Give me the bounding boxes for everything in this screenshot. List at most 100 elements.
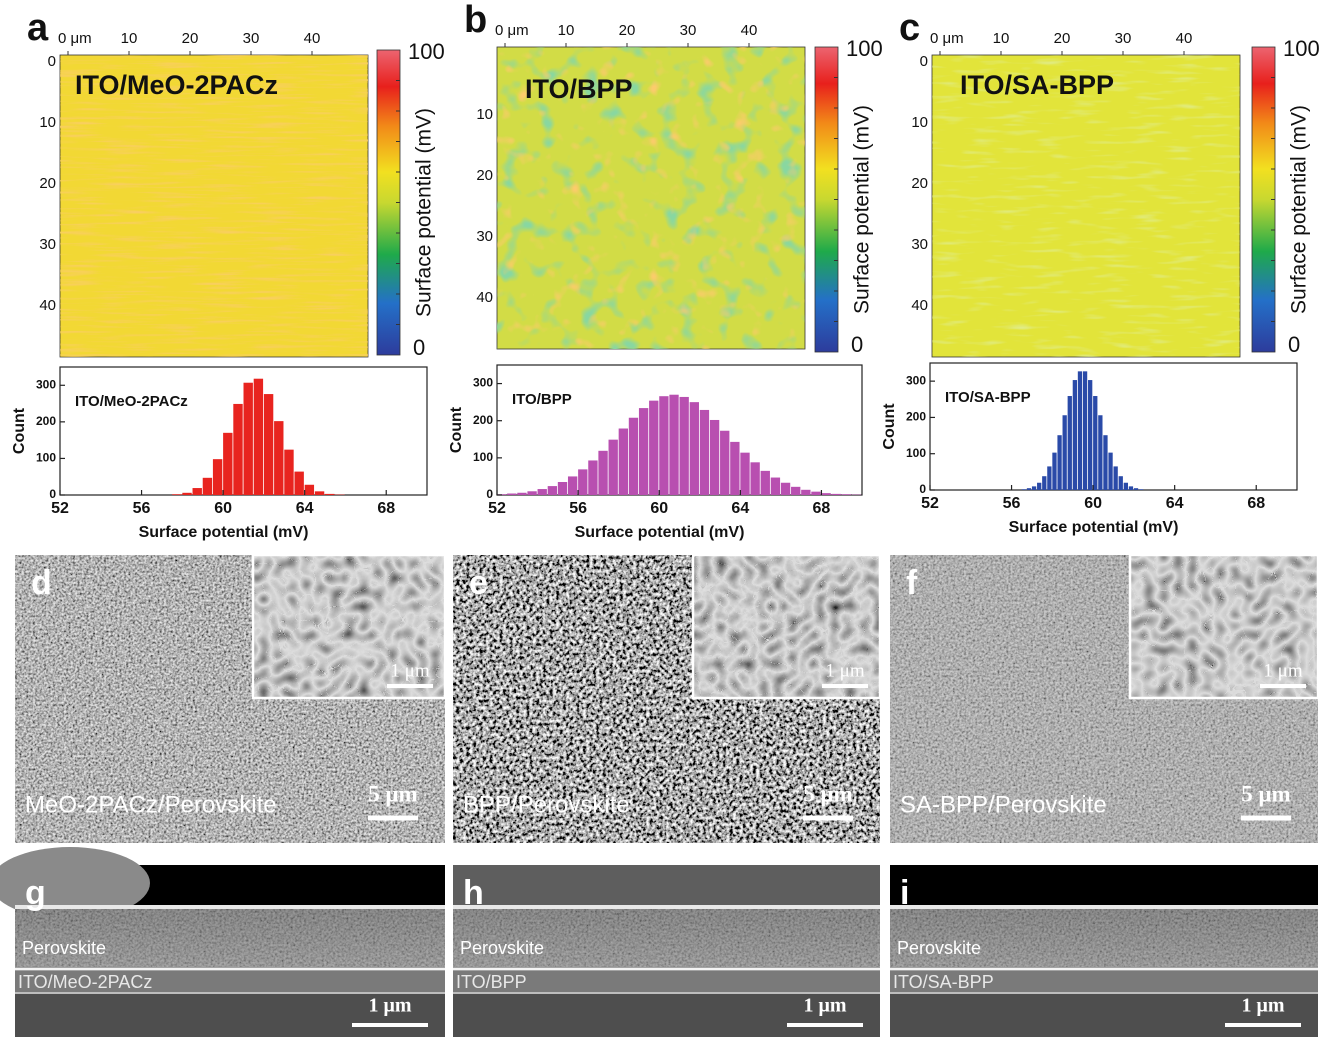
map-y-tick-label: 10 [911,114,928,131]
scale-label: 5 μm [368,781,417,806]
histogram-bar [1022,489,1026,490]
inset-scale-label: 1 μm [1263,660,1302,681]
map-y-tick-label: 0 [920,53,928,70]
histogram-bar [1139,489,1143,490]
histogram-bar [1068,396,1072,490]
histogram-bar [791,487,800,495]
histogram-bar [1037,483,1041,490]
histogram-bar [1078,371,1082,490]
histogram-bar [284,450,293,495]
histogram-bar [669,395,678,495]
map-x-tick-label: 40 [741,22,758,39]
inset-scale-label: 1 μm [825,660,864,681]
x-tick-label: 56 [569,500,587,517]
scale-label: 5 μm [803,781,852,806]
panel-label: h [463,874,484,912]
map-y-tick-label: 20 [476,167,493,184]
histogram-bar [771,478,780,495]
colorbar-max: 100 [846,36,883,61]
panel-label: f [906,564,918,602]
sem-caption: MeO-2PACz/Perovskite [25,791,277,818]
histogram-bar [1124,483,1128,490]
sem-caption: SA-BPP/Perovskite [900,791,1107,818]
histogram-bar [781,483,790,495]
map-title: ITO/BPP [525,74,633,104]
map-x-tick-label: 0 μm [58,30,92,47]
histogram-bar [305,485,314,495]
layer-label: Perovskite [22,938,106,958]
histogram-bar [1063,415,1067,490]
scale-label: 1 μm [369,995,412,1017]
histogram-bar [172,494,181,495]
map-x-tick-label: 30 [680,22,697,39]
x-tick-label: 52 [488,500,506,517]
histogram-bar [558,482,567,495]
panel-label: d [31,564,52,602]
colorbar-min: 0 [851,332,863,357]
map-x-tick-label: 10 [121,30,138,47]
x-axis-label: Surface potential (mV) [575,524,745,541]
histogram-bar [1047,466,1051,490]
histogram-bar [598,451,607,495]
map-title: ITO/MeO-2PACz [75,70,278,100]
histogram-bar [182,493,191,495]
y-tick-label: 300 [906,373,926,387]
y-tick-label: 0 [49,487,56,501]
histogram-bar [254,379,263,495]
histogram-bar [527,491,536,495]
histogram-bar [507,494,516,495]
colorbar-label: Surface potential (mV) [851,105,874,314]
histogram-bar [811,492,820,495]
map-x-tick-label: 20 [619,22,636,39]
x-tick-label: 60 [650,500,668,517]
cross-section-top [890,865,1318,907]
map-texture [60,55,368,357]
x-tick-label: 64 [296,500,314,517]
colorbar-label: Surface potential (mV) [413,108,436,317]
y-tick-label: 200 [473,413,493,427]
x-tick-label: 68 [1247,495,1265,512]
map-x-tick-label: 10 [558,22,575,39]
layer-label: ITO/SA-BPP [893,972,994,992]
histogram-annotation: ITO/BPP [512,391,572,408]
histogram-bar [1114,466,1118,490]
map-x-tick-label: 20 [1054,30,1071,47]
histogram-bar [213,459,222,495]
histogram-bar [649,401,658,495]
map-y-tick-label: 10 [39,114,56,131]
histogram-bar [629,418,638,495]
map-x-tick-label: 30 [243,30,260,47]
map-x-tick-label: 20 [182,30,199,47]
histogram-bar [1073,380,1077,490]
histogram-bar [659,396,668,495]
panel-label: i [900,874,909,912]
histogram-bar [740,453,749,495]
map-x-tick-label: 10 [993,30,1010,47]
histogram-bar [325,494,334,495]
histogram-bar [244,383,253,495]
map-texture [932,55,1240,357]
map-y-tick-label: 30 [39,236,56,253]
x-axis-label: Surface potential (mV) [1009,519,1179,536]
histogram-bar [203,478,212,495]
map-title: ITO/SA-BPP [960,70,1114,100]
histogram-bar [609,440,618,495]
histogram-bar [700,410,709,495]
x-tick-label: 64 [1166,495,1184,512]
histogram-bar [710,420,719,495]
histogram-bar [832,494,841,495]
histogram-bar [720,431,729,495]
colorbar-max: 100 [408,39,445,64]
map-y-tick-label: 0 [48,53,56,70]
histogram-bar [761,471,770,495]
scale-label: 1 μm [1242,995,1285,1017]
page: { "maps": [ {"label": "a", "title": "ITO… [0,0,1323,1037]
histogram-bar [568,476,577,495]
histogram-bar [1042,476,1046,490]
histogram-bar [1103,435,1107,490]
map-y-tick-label: 40 [911,297,928,314]
histogram-bar [1052,453,1056,490]
y-tick-label: 0 [919,482,926,496]
panel-label: a [27,7,49,49]
